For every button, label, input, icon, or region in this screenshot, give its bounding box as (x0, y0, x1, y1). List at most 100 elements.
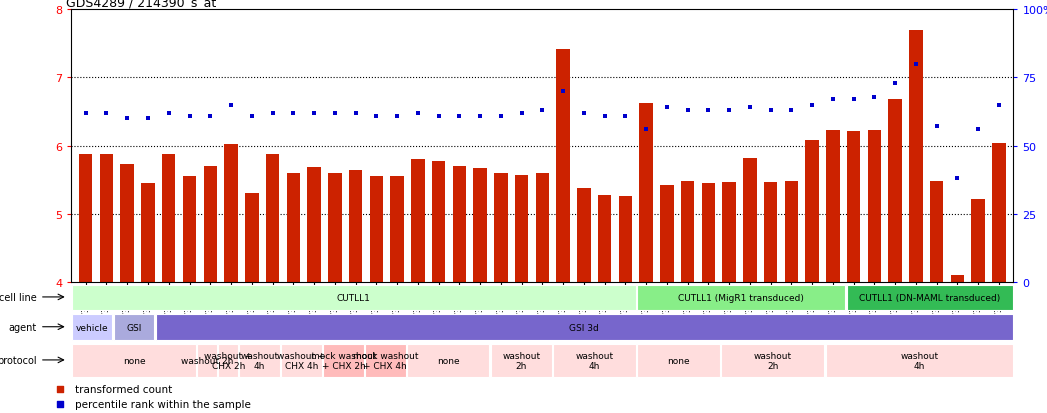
Bar (407, 344, 489, 377)
Bar (245, 194, 259, 282)
Point (700, 107, 717, 114)
Bar (972, 199, 985, 282)
Point (327, 110, 343, 117)
Bar (282, 344, 321, 377)
Point (848, 190, 865, 196)
Bar (554, 344, 636, 377)
Point (866, 94, 883, 101)
Text: none: none (667, 356, 690, 365)
Text: washout
2h: washout 2h (754, 351, 792, 370)
Text: none: none (437, 356, 460, 365)
Point (451, 113, 468, 120)
Text: percentile rank within the sample: percentile rank within the sample (75, 399, 251, 409)
Point (409, 110, 426, 117)
Bar (764, 182, 778, 282)
Bar (266, 155, 280, 282)
Point (306, 110, 322, 117)
Point (430, 113, 447, 120)
Point (638, 127, 654, 133)
Point (825, 97, 842, 103)
Text: washout +
CHX 2h: washout + CHX 2h (204, 351, 252, 370)
Point (804, 102, 821, 109)
Bar (743, 159, 757, 282)
Text: mock washout
+ CHX 4h: mock washout + CHX 4h (353, 351, 418, 370)
Bar (79, 154, 92, 282)
Point (596, 113, 612, 120)
Point (970, 127, 986, 133)
Bar (701, 183, 715, 282)
Bar (826, 344, 1012, 377)
Point (388, 113, 405, 120)
Point (77, 110, 94, 117)
Bar (826, 131, 840, 282)
Bar (619, 197, 632, 282)
Bar (349, 171, 362, 282)
Point (513, 110, 530, 117)
Point (990, 102, 1007, 109)
Point (617, 113, 633, 120)
Bar (198, 344, 217, 377)
Point (720, 107, 737, 114)
Bar (219, 344, 238, 377)
Point (223, 102, 240, 109)
Point (119, 116, 136, 122)
Bar (722, 182, 736, 282)
Text: GSI: GSI (127, 323, 141, 332)
Text: washout +
CHX 4h: washout + CHX 4h (277, 351, 326, 370)
Bar (324, 344, 363, 377)
Text: CUTLL1 (MigR1 transduced): CUTLL1 (MigR1 transduced) (678, 293, 804, 302)
Point (659, 105, 675, 112)
Bar (72, 285, 636, 311)
Bar (721, 344, 824, 377)
Bar (847, 285, 1012, 311)
Point (845, 97, 862, 103)
Point (181, 113, 198, 120)
Point (576, 110, 593, 117)
Bar (370, 177, 383, 282)
Bar (141, 183, 155, 282)
Bar (365, 344, 405, 377)
Text: cell line: cell line (0, 292, 37, 302)
Bar (993, 143, 1006, 282)
Bar (598, 195, 611, 282)
Bar (577, 189, 591, 282)
Point (929, 124, 945, 131)
Text: washout
4h: washout 4h (241, 351, 279, 370)
Point (348, 110, 364, 117)
Text: GSI 3d: GSI 3d (570, 323, 599, 332)
Bar (681, 182, 694, 282)
Text: washout
4h: washout 4h (900, 351, 938, 370)
Bar (805, 141, 819, 282)
Point (762, 107, 779, 114)
Point (160, 110, 177, 117)
Bar (431, 161, 445, 282)
Bar (638, 344, 719, 377)
Bar (307, 168, 320, 282)
Bar (909, 31, 922, 282)
Bar (536, 173, 549, 282)
Point (472, 113, 489, 120)
Point (741, 105, 758, 112)
Point (243, 113, 260, 120)
Text: washout
4h: washout 4h (576, 351, 614, 370)
Text: mock washout
+ CHX 2h: mock washout + CHX 2h (311, 351, 376, 370)
Point (202, 113, 219, 120)
Text: vehicle: vehicle (75, 323, 109, 332)
Bar (72, 344, 196, 377)
Point (285, 110, 302, 117)
Bar (114, 315, 154, 340)
Bar (411, 160, 425, 282)
Bar (391, 177, 404, 282)
Text: CUTLL1 (DN-MAML transduced): CUTLL1 (DN-MAML transduced) (860, 293, 1000, 302)
Bar (120, 164, 134, 282)
Text: washout 2h: washout 2h (181, 356, 233, 365)
Bar (183, 176, 196, 282)
Point (367, 113, 384, 120)
Bar (491, 344, 552, 377)
Bar (640, 104, 653, 282)
Point (887, 81, 904, 87)
Text: agent: agent (8, 322, 37, 332)
Text: CUTLL1: CUTLL1 (337, 293, 371, 302)
Bar (494, 173, 508, 282)
Point (908, 62, 925, 68)
